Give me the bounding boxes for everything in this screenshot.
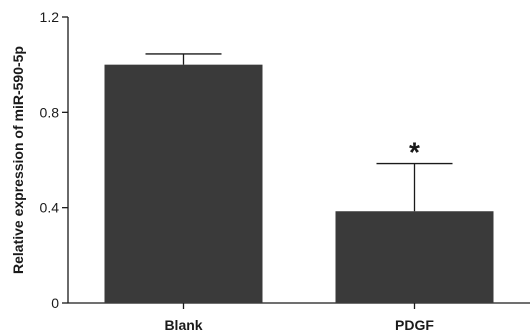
y-tick-label: 0.4: [40, 200, 60, 216]
y-tick-label: 0.8: [40, 104, 60, 120]
x-axis: Blank PDGF: [68, 302, 530, 333]
y-tick-label: 1.2: [40, 9, 60, 25]
bar-blank: [104, 64, 263, 304]
bars: *: [104, 53, 494, 304]
y-axis-title: Relative expression of miR-590-5p: [10, 46, 26, 274]
x-tick-label: PDGF: [395, 317, 434, 333]
y-tick-label: 0: [51, 295, 59, 311]
bar-pdgf: [335, 211, 494, 303]
x-tick-label: Blank: [164, 317, 202, 333]
significance-marker: *: [409, 137, 420, 168]
y-axis: 0 0.4 0.8 1.2: [40, 9, 69, 311]
